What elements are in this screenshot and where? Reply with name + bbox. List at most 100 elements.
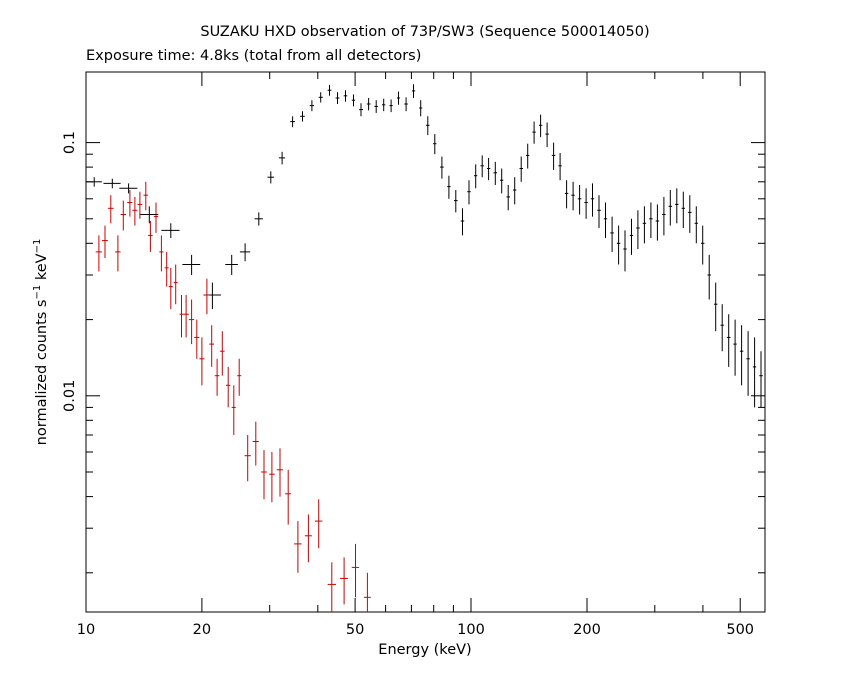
data-point — [746, 331, 750, 396]
data-point — [327, 84, 332, 96]
data-point — [577, 185, 582, 215]
data-point — [304, 514, 312, 563]
data-point — [183, 295, 189, 338]
data-point — [539, 114, 543, 138]
data-point — [194, 319, 200, 359]
data-point — [616, 225, 621, 265]
data-point — [204, 278, 210, 315]
data-point — [590, 183, 595, 217]
data-point — [363, 572, 371, 612]
data-point — [513, 177, 517, 205]
data-point — [545, 122, 549, 148]
data-point — [300, 111, 305, 122]
data-point — [519, 156, 523, 182]
chart-title: SUZAKU HXD observation of 73P/SW3 (Seque… — [200, 24, 649, 40]
data-point — [440, 156, 444, 179]
data-point — [244, 435, 251, 482]
chart-subtitle: Exposure time: 4.8ks (total from all det… — [86, 48, 421, 64]
y-axis-label-exponent-1: −1 — [32, 285, 43, 300]
y-tick-label: 0.1 — [62, 131, 78, 154]
data-point — [101, 225, 108, 258]
data-point — [119, 183, 138, 194]
data-point — [137, 191, 143, 219]
data-point — [153, 202, 159, 233]
data-point — [214, 358, 220, 396]
data-point — [168, 267, 173, 310]
data-point — [115, 235, 121, 272]
data-point — [714, 282, 718, 332]
data-point — [173, 264, 178, 305]
data-point — [623, 230, 627, 272]
data-point — [382, 98, 386, 112]
y-axis-label-exponent-2: −1 — [32, 239, 43, 254]
data-point — [688, 195, 692, 233]
data-point — [681, 191, 685, 228]
data-point — [551, 142, 556, 170]
data-point — [707, 254, 711, 300]
data-point — [636, 210, 640, 249]
data-point — [426, 116, 430, 136]
data-point — [419, 100, 423, 117]
data-point — [351, 94, 356, 107]
data-point — [294, 521, 302, 573]
data-point — [220, 331, 225, 376]
data-point — [252, 421, 259, 466]
data-point — [701, 225, 705, 265]
data-point — [359, 103, 363, 117]
data-point — [558, 153, 562, 181]
x-tick-label: 200 — [573, 622, 601, 638]
data-point — [668, 190, 673, 226]
data-point — [752, 337, 757, 408]
data-point — [351, 543, 360, 598]
data-point — [603, 202, 608, 238]
data-point — [493, 161, 497, 185]
y-axis-label-unit: keV — [34, 253, 50, 284]
data-point — [655, 204, 660, 241]
data-point — [564, 180, 569, 209]
data-point — [642, 206, 647, 244]
data-point — [597, 195, 601, 228]
data-point — [584, 188, 588, 219]
x-tick-label: 20 — [193, 622, 211, 638]
data-point — [526, 143, 530, 169]
data-point — [447, 175, 451, 199]
axis-tick-labels: 10 20 50 100 200 500 0.01 0.1 — [62, 131, 754, 638]
data-point — [662, 196, 666, 236]
data-point — [309, 100, 314, 112]
data-point — [454, 190, 458, 213]
data-point — [239, 243, 251, 262]
data-point — [404, 97, 408, 112]
data-point — [107, 195, 114, 224]
data-point — [675, 188, 679, 224]
data-point — [500, 168, 504, 194]
data-point — [225, 254, 238, 275]
y-axis-label-base: normalized counts s — [34, 300, 50, 446]
data-point — [139, 206, 159, 224]
data-point — [487, 157, 491, 181]
data-point — [389, 99, 393, 113]
data-point — [726, 314, 731, 367]
series-2 — [95, 181, 371, 612]
data-point — [739, 325, 744, 386]
data-point — [127, 190, 133, 217]
data-series — [86, 84, 763, 612]
data-point — [231, 385, 236, 435]
data-point — [237, 358, 242, 396]
data-point — [433, 134, 437, 155]
data-point — [188, 299, 195, 345]
data-point — [467, 180, 471, 205]
axis-ticks — [85, 72, 765, 612]
data-point — [610, 216, 614, 252]
data-point — [629, 218, 634, 255]
x-tick-label: 50 — [346, 622, 364, 638]
data-point — [733, 319, 737, 376]
data-point — [269, 452, 275, 503]
data-point — [285, 469, 292, 525]
y-tick-label: 0.01 — [62, 380, 78, 412]
data-point — [532, 121, 536, 144]
data-point — [261, 450, 267, 500]
data-point — [314, 499, 323, 549]
x-tick-label: 10 — [77, 622, 95, 638]
data-point — [374, 100, 378, 113]
